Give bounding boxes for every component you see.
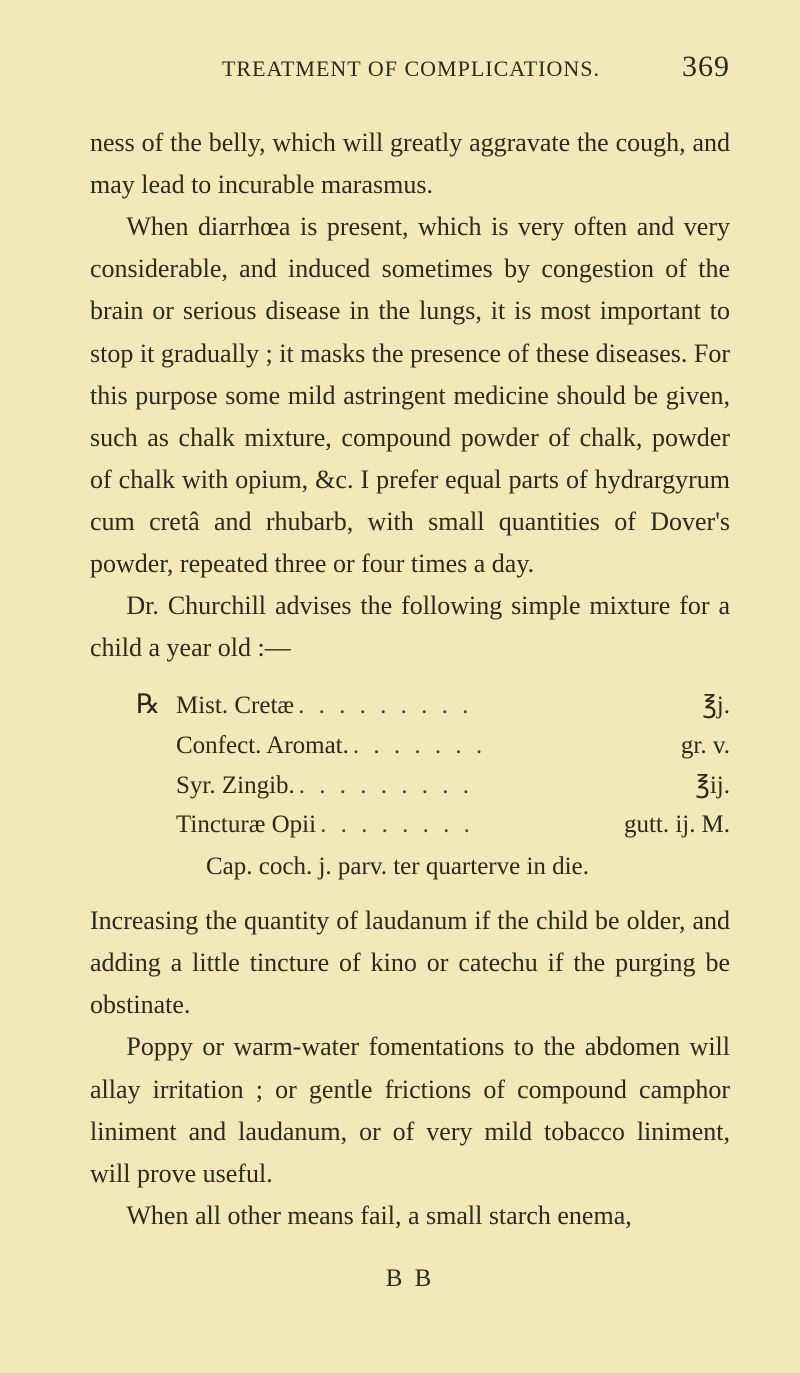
rx-symbol: ℞: [136, 683, 176, 726]
leader-dots: . . . . . . . . .: [294, 686, 702, 726]
paragraph: When all other means fail, a small starc…: [90, 1195, 730, 1237]
rx-label: Confect. Aromat.: [176, 726, 349, 766]
prescription-row: Confect. Aromat. . . . . . . . gr. v.: [136, 726, 730, 766]
prescription-row: Tincturæ Opii . . . . . . . . gutt. ij. …: [136, 805, 730, 845]
leader-dots: . . . . . . . .: [316, 805, 624, 845]
rx-label: Tincturæ Opii: [176, 805, 316, 845]
paragraph: Poppy or warm-water fomentations to the …: [90, 1026, 730, 1194]
rx-label: Mist. Cretæ: [176, 686, 294, 726]
page: TREATMENT OF COMPLICATIONS. 369 ness of …: [0, 0, 800, 1339]
paragraph: Dr. Churchill advises the following simp…: [90, 585, 730, 669]
leader-dots: . . . . . . . . .: [295, 766, 696, 806]
prescription-caption: Cap. coch. j. parv. ter quarterve in die…: [206, 847, 730, 887]
rx-tail: M.: [696, 805, 730, 845]
page-header: TREATMENT OF COMPLICATIONS. 369: [90, 50, 730, 84]
rx-label: Syr. Zingib.: [176, 766, 295, 806]
body-text: ness of the belly, which will greatly ag…: [90, 122, 730, 1299]
paragraph: Increasing the quantity of laudanum if t…: [90, 900, 730, 1026]
rx-value: ℥j.: [702, 686, 730, 726]
rx-value: ℥ij.: [695, 766, 730, 806]
leader-dots: . . . . . . .: [349, 726, 681, 766]
paragraph: ness of the belly, which will greatly ag…: [90, 122, 730, 206]
rx-value: gutt. ij.: [624, 805, 696, 845]
running-head: TREATMENT OF COMPLICATIONS.: [140, 56, 682, 82]
prescription-row: ℞ Mist. Cretæ . . . . . . . . . ℥j.: [136, 683, 730, 726]
signature-mark: B B: [90, 1259, 730, 1300]
prescription-block: ℞ Mist. Cretæ . . . . . . . . . ℥j. Conf…: [136, 683, 730, 886]
page-number: 369: [682, 50, 730, 84]
prescription-row: Syr. Zingib. . . . . . . . . . ℥ij.: [136, 766, 730, 806]
paragraph: When diarrhœa is present, which is very …: [90, 206, 730, 585]
rx-value: gr. v.: [681, 726, 730, 766]
